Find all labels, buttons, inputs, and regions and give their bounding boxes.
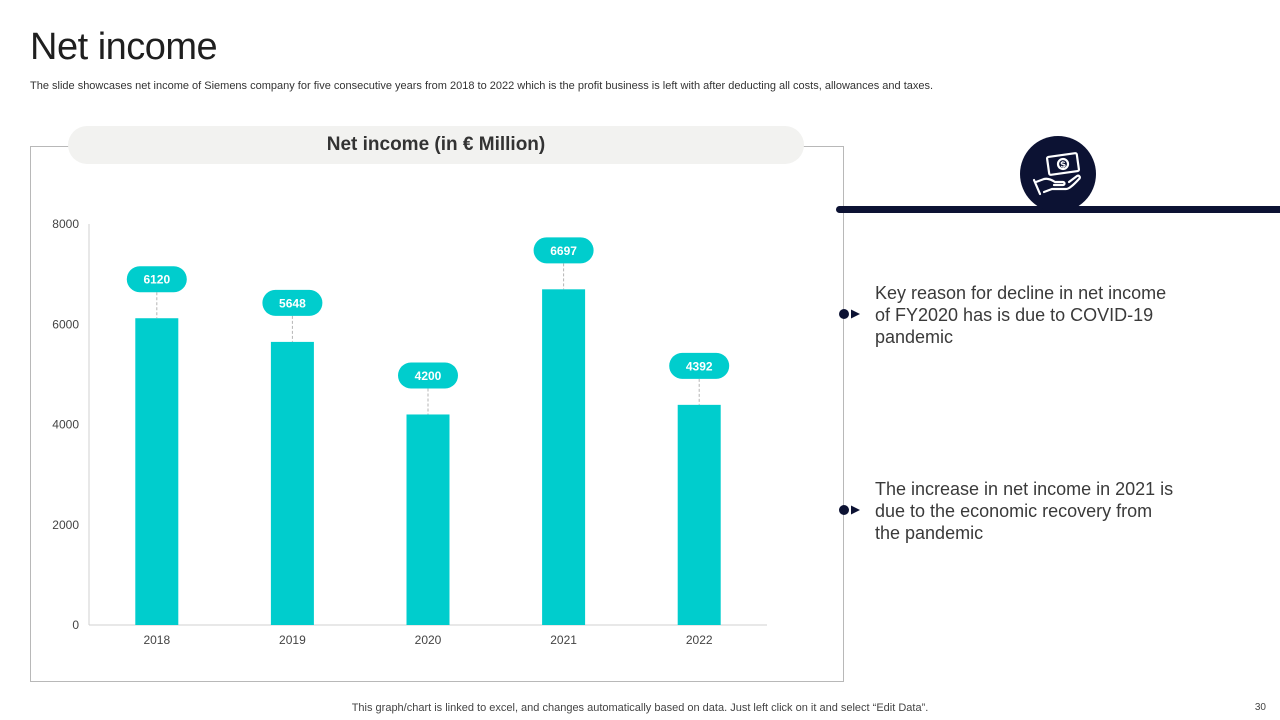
x-tick-label: 2018 <box>143 633 170 647</box>
bar <box>677 404 721 625</box>
bullet-arrow-icon <box>839 309 860 319</box>
svg-text:$: $ <box>1060 159 1066 170</box>
page-number: 30 <box>1254 702 1266 713</box>
data-label-pill <box>126 266 187 293</box>
data-label: 4200 <box>415 369 442 383</box>
y-tick-label: 2000 <box>52 518 79 532</box>
bar <box>135 318 179 625</box>
y-tick-label: 4000 <box>52 418 79 432</box>
bar <box>542 289 586 625</box>
page-title: Net income <box>30 26 218 68</box>
insight-point: The increase in net income in 2021 is du… <box>838 478 1178 544</box>
insight-text: The increase in net income in 2021 is du… <box>875 479 1174 543</box>
data-label: 4392 <box>686 359 713 373</box>
x-tick-label: 2019 <box>279 633 306 647</box>
bar <box>406 414 450 625</box>
money-hand-icon: $ <box>1020 136 1096 212</box>
bar <box>270 341 314 625</box>
footer-note: This graph/chart is linked to excel, and… <box>351 702 929 714</box>
x-tick-label: 2021 <box>550 633 577 647</box>
insight-point: Key reason for decline in net income of … <box>838 282 1178 348</box>
bullet-arrow-icon <box>839 505 860 515</box>
x-tick-label: 2020 <box>415 633 442 647</box>
insight-text: Key reason for decline in net income of … <box>875 283 1167 347</box>
data-label-pill <box>262 289 323 316</box>
y-tick-label: 0 <box>72 618 79 632</box>
chart-title: Net income (in € Million) <box>68 126 804 164</box>
y-tick-label: 8000 <box>52 217 79 231</box>
data-label: 6120 <box>143 273 170 287</box>
data-label: 6697 <box>550 244 577 258</box>
data-label: 5648 <box>279 296 306 310</box>
x-tick-label: 2022 <box>686 633 713 647</box>
data-label-pill <box>533 237 594 264</box>
y-tick-label: 6000 <box>52 317 79 331</box>
page-subtitle: The slide showcases net income of Siemen… <box>30 80 934 92</box>
data-label-pill <box>398 362 458 389</box>
data-label-pill <box>669 352 730 379</box>
